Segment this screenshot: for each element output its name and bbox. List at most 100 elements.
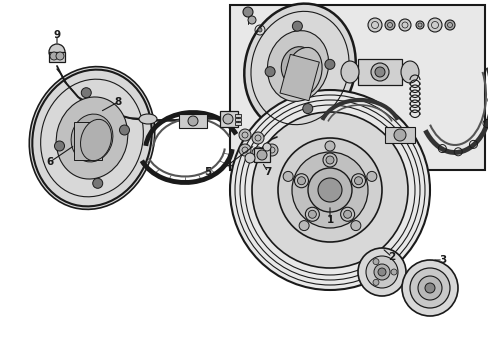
- Bar: [280, 54, 319, 101]
- Circle shape: [244, 153, 254, 163]
- Circle shape: [390, 269, 396, 275]
- Circle shape: [302, 104, 312, 113]
- Circle shape: [427, 18, 441, 32]
- Circle shape: [289, 58, 305, 74]
- Circle shape: [370, 63, 388, 81]
- Text: 1: 1: [325, 215, 333, 225]
- Circle shape: [350, 221, 360, 231]
- Circle shape: [372, 279, 378, 285]
- Ellipse shape: [81, 120, 111, 161]
- Circle shape: [239, 129, 250, 141]
- Bar: [235, 117, 241, 121]
- Circle shape: [263, 143, 270, 151]
- Circle shape: [424, 283, 434, 293]
- Circle shape: [299, 221, 308, 231]
- Circle shape: [340, 207, 354, 221]
- Circle shape: [305, 207, 319, 221]
- Ellipse shape: [281, 47, 314, 85]
- Circle shape: [50, 52, 58, 60]
- Bar: [357, 59, 401, 85]
- Ellipse shape: [400, 61, 418, 83]
- Bar: [235, 122, 241, 125]
- Circle shape: [258, 28, 262, 32]
- Circle shape: [373, 264, 389, 280]
- Circle shape: [384, 20, 394, 30]
- Bar: [179, 114, 206, 128]
- Text: 4: 4: [224, 160, 231, 170]
- Circle shape: [444, 20, 454, 30]
- Circle shape: [247, 16, 256, 24]
- Circle shape: [251, 112, 407, 268]
- Circle shape: [409, 268, 449, 308]
- Circle shape: [243, 7, 252, 17]
- Circle shape: [351, 174, 365, 188]
- Circle shape: [372, 258, 378, 265]
- Circle shape: [415, 21, 423, 29]
- Circle shape: [417, 276, 441, 300]
- Circle shape: [81, 88, 91, 98]
- Text: 6: 6: [46, 157, 54, 167]
- Circle shape: [367, 18, 381, 32]
- Circle shape: [292, 21, 302, 31]
- Ellipse shape: [139, 114, 157, 124]
- Circle shape: [119, 125, 129, 135]
- Circle shape: [251, 132, 264, 144]
- Circle shape: [374, 67, 384, 77]
- Circle shape: [401, 260, 457, 316]
- Circle shape: [251, 147, 264, 159]
- Circle shape: [257, 150, 266, 160]
- Text: 8: 8: [114, 97, 122, 107]
- Circle shape: [278, 138, 381, 242]
- Text: 3: 3: [439, 255, 446, 265]
- Text: 9: 9: [53, 30, 61, 40]
- Circle shape: [398, 19, 410, 31]
- Circle shape: [239, 144, 250, 156]
- Circle shape: [365, 256, 397, 288]
- Ellipse shape: [29, 67, 154, 210]
- Circle shape: [354, 177, 362, 185]
- Text: 2: 2: [387, 252, 395, 262]
- Ellipse shape: [32, 69, 151, 206]
- Circle shape: [308, 210, 316, 218]
- Ellipse shape: [56, 97, 127, 179]
- Circle shape: [93, 178, 102, 188]
- Bar: [74, 122, 102, 160]
- Circle shape: [229, 90, 429, 290]
- Circle shape: [187, 116, 198, 126]
- Circle shape: [54, 141, 64, 151]
- Circle shape: [324, 59, 334, 69]
- Ellipse shape: [71, 114, 113, 162]
- Circle shape: [265, 144, 278, 156]
- Bar: [253, 148, 269, 162]
- Circle shape: [294, 174, 308, 188]
- Circle shape: [357, 248, 405, 296]
- Bar: [235, 113, 241, 117]
- Text: 7: 7: [264, 167, 271, 177]
- Circle shape: [223, 114, 232, 124]
- Ellipse shape: [267, 31, 328, 102]
- Circle shape: [325, 141, 334, 151]
- Ellipse shape: [285, 48, 322, 96]
- Ellipse shape: [244, 4, 355, 132]
- Circle shape: [264, 67, 275, 77]
- Circle shape: [325, 156, 333, 164]
- Ellipse shape: [340, 61, 358, 83]
- Circle shape: [297, 177, 305, 185]
- Circle shape: [343, 210, 351, 218]
- Bar: [220, 111, 238, 127]
- Circle shape: [49, 44, 65, 60]
- Circle shape: [307, 168, 351, 212]
- Circle shape: [283, 171, 292, 181]
- Circle shape: [291, 152, 367, 228]
- Circle shape: [56, 52, 64, 60]
- Bar: [49, 52, 65, 62]
- Bar: [229, 5, 484, 170]
- Circle shape: [82, 128, 102, 148]
- Circle shape: [393, 129, 405, 141]
- Circle shape: [366, 171, 376, 181]
- Text: 5: 5: [204, 167, 211, 177]
- Circle shape: [377, 268, 385, 276]
- Circle shape: [317, 178, 341, 202]
- Bar: [384, 127, 414, 143]
- Circle shape: [323, 153, 336, 167]
